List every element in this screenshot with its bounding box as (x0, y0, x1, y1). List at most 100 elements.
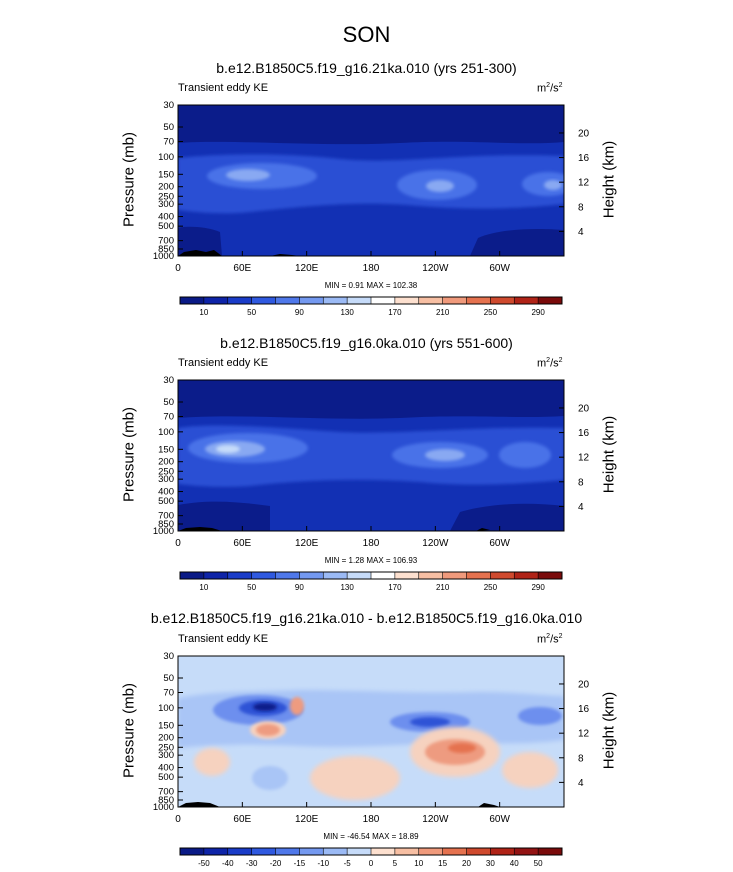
panel-2-lower-dark-west (178, 501, 270, 531)
panel-1-height-tick-label: 20 (578, 128, 590, 139)
panel-1-xtick-label: 60E (233, 263, 251, 274)
panel-2-ytick-label: 500 (158, 496, 174, 507)
panel-3-colorbar-label: -50 (198, 859, 210, 868)
panel-3-pos-central (310, 756, 400, 800)
panel-3-height-tick-label: 4 (578, 778, 584, 789)
panel-1-colorbar-swatch (275, 297, 300, 304)
panel-1-colorbar-swatch (251, 297, 276, 304)
panel-2-colorbar-label: 130 (340, 583, 354, 592)
panel-2-colorbar-swatch (275, 572, 300, 579)
panel-1-xtick-label: 120E (295, 263, 319, 274)
panel-2-ytick-label: 250 (158, 466, 174, 477)
panel-2-jet-edge-outer (499, 442, 551, 468)
panel-2-colorbar-swatch (203, 572, 229, 579)
panel-3-pos-west-core (256, 724, 280, 736)
panel-3-xtick-label: 60W (489, 814, 510, 825)
panel-3-ytick-label: 1000 (153, 802, 174, 813)
panel-1-lower-dark-east (470, 228, 564, 256)
panel-1-ytick-label: 100 (158, 152, 174, 163)
panel-3-colorbar-label: -15 (294, 859, 306, 868)
panel-3-pos-east-core (448, 743, 476, 753)
panel-1-ytick-label: 300 (158, 199, 174, 210)
panel-1-xtick-label: 180 (363, 263, 380, 274)
panel-1-colorbar-swatch (394, 297, 420, 304)
panel-2-ytick-label: 50 (163, 397, 174, 408)
panel-1-colorbar-label: 90 (295, 308, 304, 317)
panel-2-units: m2/s2 (537, 357, 563, 370)
panel-3-field (178, 656, 564, 807)
panel-1-height-tick-label: 4 (578, 227, 584, 238)
panel-3-colorbar-swatch (442, 848, 467, 855)
panel-3-neg-low-west (252, 766, 288, 790)
panel-2-colorbar-swatch (418, 572, 444, 579)
panel-3-colorbar-swatch (203, 848, 229, 855)
panel-1-colorbar-swatch (203, 297, 229, 304)
panel-3-ytick-label: 70 (163, 687, 174, 698)
panel-1-colorbar-label: 290 (531, 308, 545, 317)
panel-2-ytick-label: 150 (158, 444, 174, 455)
panel-1-ytick-label: 1000 (153, 251, 174, 262)
panel-3-colorbar-swatch (466, 848, 491, 855)
panel-2-colorbar-swatch (514, 572, 539, 579)
panel-1-jet-edge-core (544, 180, 562, 190)
panel-1-colorbar-swatch (323, 297, 348, 304)
panel-1-jet-west-core (226, 169, 270, 181)
panel-1-lower-dark-west (178, 226, 222, 256)
panel-2-colorbar-label: 210 (436, 583, 450, 592)
panel-3-colorbar-swatch (180, 848, 205, 855)
panel-3-colorbar-label: 30 (486, 859, 495, 868)
panel-1-xtick-label: 0 (175, 263, 181, 274)
panel-3-colorbar-label: 10 (414, 859, 423, 868)
panel-2-colorbar-label: 290 (531, 583, 545, 592)
panel-1-stats: MIN = 0.91 MAX = 102.38 (324, 281, 418, 290)
panel-2-variable-label: Transient eddy KE (178, 357, 269, 369)
panel-3-ytick-label: 30 (163, 651, 174, 662)
panel-2-ytick-label: 100 (158, 427, 174, 438)
panel-1-colorbar-frame (179, 296, 563, 305)
panel-2-colorbar-swatch (466, 572, 491, 579)
panel-3-colorbar-label: 40 (510, 859, 519, 868)
panel-1-xtick-label: 60W (489, 263, 510, 274)
panel-3-colorbar-swatch (347, 848, 372, 855)
panel-1-colorbar-swatch (442, 297, 467, 304)
panel-1-colorbar-swatch (514, 297, 539, 304)
panel-3-variable-label: Transient eddy KE (178, 633, 269, 645)
panel-2-title: b.e12.B1850C5.f19_g16.0ka.010 (yrs 551-6… (220, 335, 513, 351)
panel-2-field (178, 380, 564, 531)
panel-3-colorbar-label: 0 (369, 859, 374, 868)
panel-2-colorbar-swatch (227, 572, 253, 579)
panel-3-xtick-label: 120E (295, 814, 319, 825)
panel-3-colorbar-label: 15 (438, 859, 447, 868)
panel-2-xtick-label: 60E (233, 538, 251, 549)
panel-2-colorbar-swatch (180, 572, 205, 579)
panel-2-colorbar-swatch (490, 572, 515, 579)
panel-2-colorbar-label: 10 (199, 583, 208, 592)
panel-2-ytick-label: 850 (158, 519, 174, 530)
panel-1-ytick-label: 500 (158, 221, 174, 232)
panel-3-neg-west-core (253, 703, 277, 711)
panel-1-height-tick-label: 16 (578, 153, 590, 164)
panel-2-colorbar-label: 170 (388, 583, 402, 592)
panel-3-height-tick-label: 20 (578, 679, 590, 690)
panel-2-jet-east-core (425, 449, 465, 461)
panel-1-ytick-label: 850 (158, 244, 174, 255)
panel-3-stats: MIN = -46.54 MAX = 18.89 (323, 832, 419, 841)
panel-1-colorbar-swatch (490, 297, 515, 304)
panel-2-colorbar-swatch (371, 572, 396, 579)
panel-1-colorbar-label: 170 (388, 308, 402, 317)
panel-3-height-tick-label: 16 (578, 704, 590, 715)
panel-3-pos-far-east (502, 752, 558, 788)
panel-2-colorbar-label: 250 (484, 583, 498, 592)
panel-3-topography-west (178, 802, 220, 807)
panel-3-colorbar-swatch (275, 848, 300, 855)
panel-1-ytick-label: 150 (158, 169, 174, 180)
panel-1-jet-edge-outer (522, 172, 564, 196)
panel-1-ytick-label: 50 (163, 122, 174, 133)
panel-1-colorbar-swatch (466, 297, 491, 304)
panel-2-colorbar-swatch (299, 572, 324, 579)
panel-3-pos-far-west (194, 748, 230, 776)
panel-3-colorbar-label: -20 (270, 859, 282, 868)
panel-3-colorbar-frame (179, 847, 563, 856)
